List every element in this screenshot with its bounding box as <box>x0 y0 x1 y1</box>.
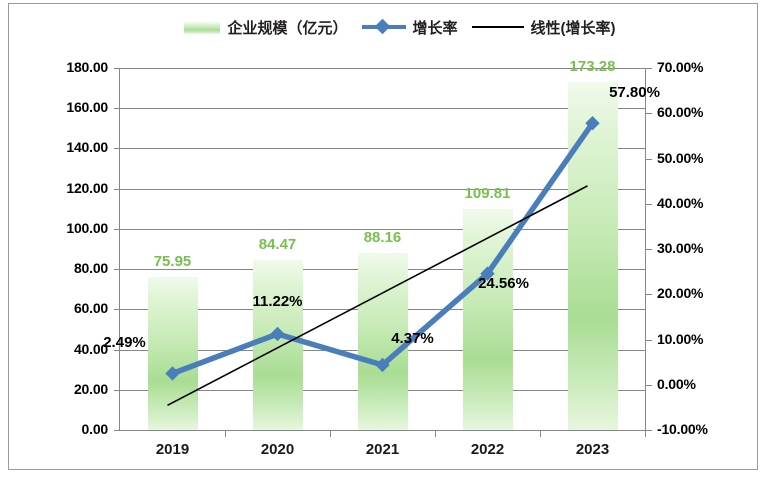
gridline <box>120 189 645 190</box>
right-axis-tick <box>646 159 652 160</box>
right-axis-label: 40.00% <box>657 195 704 211</box>
category-label: 2020 <box>260 441 295 458</box>
right-axis-label: 60.00% <box>657 104 704 120</box>
left-axis-tick <box>114 229 120 230</box>
left-axis-tick <box>114 68 120 69</box>
gridline <box>120 68 645 69</box>
bar-value-label: 75.95 <box>153 253 192 271</box>
right-axis-tick <box>646 385 652 386</box>
right-axis-line <box>645 68 646 431</box>
left-axis-tick <box>114 269 120 270</box>
category-axis-tick <box>645 430 646 437</box>
right-axis-tick <box>646 68 652 69</box>
legend-label-growth-rate: 增长率 <box>412 19 458 37</box>
left-axis-label: 120.00 <box>66 180 108 196</box>
bar-value-label: 173.28 <box>569 57 616 75</box>
growth-rate-marker[interactable] <box>375 357 390 373</box>
gridline <box>120 430 645 431</box>
left-axis-label: 160.00 <box>66 99 108 115</box>
left-axis-line <box>119 68 120 431</box>
legend-item-growth-rate[interactable]: 增长率 <box>361 17 458 38</box>
category-axis-tick <box>330 430 331 437</box>
growth-rate-label: 11.22% <box>252 292 303 310</box>
category-label: 2023 <box>575 441 610 458</box>
right-axis-tick <box>646 204 652 205</box>
category-label: 2021 <box>365 441 400 458</box>
left-axis-tick <box>114 430 120 431</box>
growth-rate-marker[interactable] <box>480 266 495 281</box>
right-axis-tick <box>646 294 652 295</box>
bar[interactable] <box>567 81 618 430</box>
right-axis-tick <box>646 113 652 114</box>
gridline <box>120 148 645 149</box>
right-axis-label: 30.00% <box>657 240 704 256</box>
gridline <box>120 229 645 230</box>
right-axis-label: 0.00% <box>657 376 696 392</box>
left-axis-label: 20.00 <box>73 381 108 397</box>
gridline <box>120 108 645 109</box>
left-axis-tick <box>114 350 120 351</box>
category-axis-tick <box>225 430 226 437</box>
right-axis-label: -10.00% <box>657 421 708 437</box>
bar-value-label: 88.16 <box>363 228 402 246</box>
category-axis-tick <box>540 430 541 437</box>
trendline-swatch-icon <box>471 20 524 34</box>
left-axis-tick <box>114 390 120 391</box>
linear-trendline <box>167 185 588 407</box>
growth-rate-markers <box>165 116 600 381</box>
growth-rate-marker[interactable] <box>165 366 180 381</box>
bar-value-label: 84.47 <box>258 236 297 254</box>
left-axis-label: 40.00 <box>73 341 108 357</box>
left-axis-label: 60.00 <box>73 300 108 316</box>
legend-item-enterprise-scale[interactable]: 企业规模（亿元） <box>184 17 348 38</box>
legend-label-linear-trend: 线性(增长率) <box>530 19 616 37</box>
bar-swatch-icon <box>184 20 221 34</box>
left-axis-tick <box>114 309 120 310</box>
left-axis-label: 0.00 <box>81 421 109 437</box>
category-label: 2022 <box>470 441 505 458</box>
growth-rate-marker[interactable] <box>585 116 600 131</box>
growth-rate-label: 2.49% <box>103 334 146 352</box>
right-axis-tick <box>646 340 652 341</box>
bar[interactable] <box>147 277 198 430</box>
right-axis-label: 20.00% <box>657 285 704 301</box>
left-axis-tick <box>114 108 120 109</box>
right-axis-label: 50.00% <box>657 150 704 166</box>
line-swatch-icon <box>361 18 406 35</box>
growth-rate-marker[interactable] <box>270 326 285 342</box>
chart-legend: 企业规模（亿元） 增长率 线性(增长率) <box>140 12 660 42</box>
right-axis-tick <box>646 249 652 250</box>
growth-rate-label: 57.80% <box>609 84 660 102</box>
growth-rate-label: 24.56% <box>478 274 529 292</box>
left-axis-label: 140.00 <box>66 139 108 155</box>
left-axis-label: 180.00 <box>66 59 108 75</box>
category-axis-tick <box>435 430 436 437</box>
right-axis-label: 70.00% <box>657 59 704 75</box>
bar[interactable] <box>252 260 303 430</box>
legend-item-linear-trend[interactable]: 线性(增长率) <box>471 17 616 38</box>
right-axis-tick <box>646 430 652 431</box>
bar-value-label: 109.81 <box>464 185 511 203</box>
left-axis-label: 100.00 <box>66 220 108 236</box>
bar[interactable] <box>357 252 408 430</box>
growth-rate-label: 4.37% <box>391 329 434 347</box>
category-label: 2019 <box>155 441 190 458</box>
left-axis-label: 80.00 <box>73 260 108 276</box>
right-axis-label: 10.00% <box>657 331 704 347</box>
legend-label-enterprise-scale: 企业规模（亿元） <box>227 19 348 37</box>
left-axis-tick <box>114 148 120 149</box>
left-axis-tick <box>114 189 120 190</box>
